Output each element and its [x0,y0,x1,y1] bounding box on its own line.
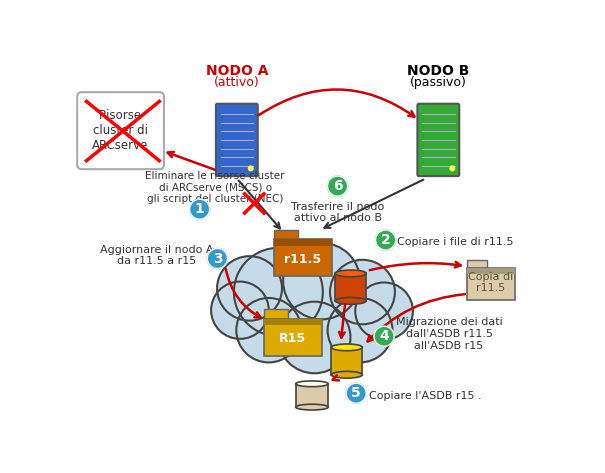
Circle shape [328,298,393,362]
Polygon shape [264,318,322,356]
Polygon shape [264,318,322,325]
Polygon shape [273,239,332,276]
Circle shape [189,199,210,219]
FancyBboxPatch shape [335,273,366,301]
Polygon shape [264,309,288,318]
Ellipse shape [296,381,329,387]
Text: Eliminare le risorse cluster
di ARCserve (MSCS) o
gli script del cluster (NEC): Eliminare le risorse cluster di ARCserve… [145,171,285,204]
Text: Copiare i file di r11.5: Copiare i file di r11.5 [397,236,514,246]
Circle shape [450,166,454,171]
Circle shape [278,302,350,373]
Circle shape [346,383,366,403]
Ellipse shape [332,371,362,378]
FancyBboxPatch shape [417,104,459,176]
Text: 5: 5 [352,386,361,400]
Circle shape [355,282,413,340]
Text: Migrazione dei dati
dall'ASDB r11.5
all'ASDB r15: Migrazione dei dati dall'ASDB r11.5 all'… [396,317,502,350]
Circle shape [283,243,360,319]
Circle shape [234,248,323,336]
FancyBboxPatch shape [216,104,258,176]
Text: 3: 3 [212,252,222,265]
Text: Copiare l'ASDB r15 .: Copiare l'ASDB r15 . [368,391,481,401]
Text: Risorse
cluster di
ARCserve: Risorse cluster di ARCserve [93,109,149,152]
Circle shape [217,256,282,321]
Text: NODO A: NODO A [206,64,268,78]
Circle shape [211,281,269,339]
Text: Aggiornare il nodo A
da r11.5 a r15: Aggiornare il nodo A da r11.5 a r15 [100,245,214,266]
Circle shape [330,260,395,324]
Ellipse shape [332,344,362,351]
Text: R15: R15 [279,332,306,345]
FancyBboxPatch shape [77,92,164,169]
Text: 1: 1 [195,202,204,216]
Ellipse shape [296,404,329,410]
Text: (passivo): (passivo) [410,76,467,88]
Polygon shape [273,230,298,239]
Text: 4: 4 [379,329,389,343]
Circle shape [249,166,253,171]
Circle shape [237,298,301,362]
Circle shape [208,248,227,269]
Text: NODO B: NODO B [407,64,469,78]
FancyBboxPatch shape [332,347,362,375]
Text: 2: 2 [381,233,390,247]
Circle shape [376,230,396,250]
Text: Trasferire il nodo
attivo al nodo B: Trasferire il nodo attivo al nodo B [291,201,384,223]
Circle shape [374,326,394,346]
Text: 6: 6 [333,179,342,193]
Polygon shape [467,268,515,300]
Ellipse shape [335,270,366,277]
Text: r11.5: r11.5 [284,253,321,266]
Text: (attivo): (attivo) [214,76,260,88]
Polygon shape [467,268,515,274]
FancyBboxPatch shape [296,384,329,407]
Polygon shape [467,260,487,268]
Ellipse shape [335,298,366,304]
Text: Copia di
r11.5: Copia di r11.5 [468,272,514,293]
Circle shape [327,176,348,196]
Polygon shape [273,239,332,245]
